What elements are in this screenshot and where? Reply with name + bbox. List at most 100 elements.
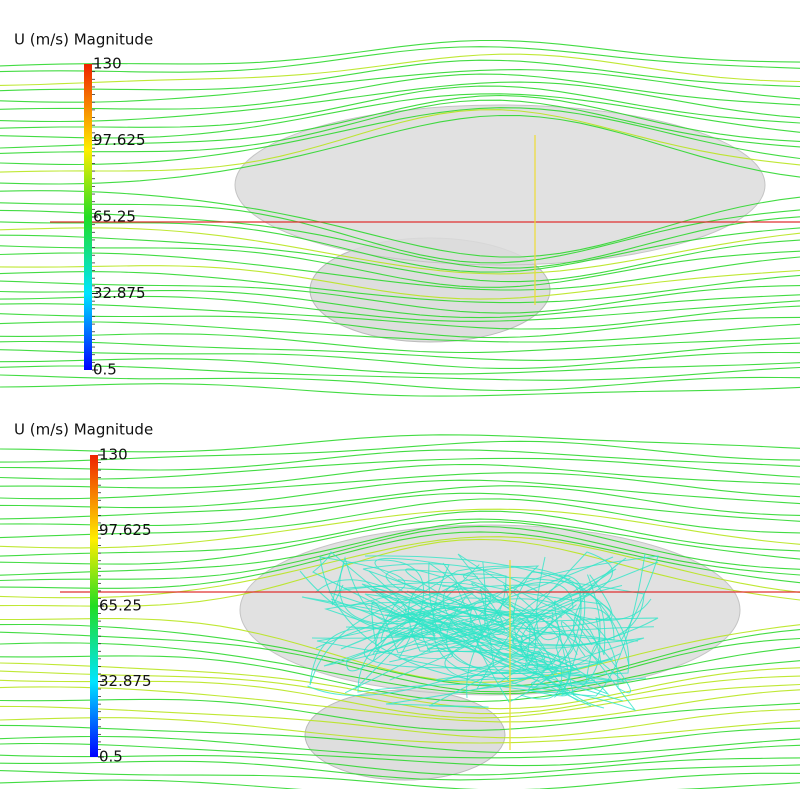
streamline <box>0 99 800 154</box>
streamline <box>0 340 800 361</box>
recirculation-line <box>374 562 578 675</box>
streamline <box>0 510 800 557</box>
streamline <box>0 53 800 86</box>
streamline <box>0 463 800 489</box>
streamline <box>0 303 800 330</box>
streamline <box>0 531 800 589</box>
streamline <box>0 754 800 776</box>
streamline <box>0 271 800 304</box>
streamline <box>0 209 800 269</box>
recirculation-line <box>346 564 632 694</box>
streamline <box>0 479 800 509</box>
streamline <box>0 449 800 471</box>
streamline <box>0 280 800 314</box>
recirculation-line <box>312 551 575 663</box>
recirculation-line <box>430 551 613 672</box>
recirculation-line <box>340 591 654 664</box>
streamline <box>0 538 800 607</box>
streamline <box>0 779 800 789</box>
streamline <box>0 705 800 739</box>
streamline <box>0 94 800 149</box>
streamline <box>0 290 800 319</box>
legend-title: U (m/s) Magnitude <box>14 31 153 49</box>
recirculation-line <box>364 593 559 676</box>
streamline <box>0 321 800 343</box>
streamline <box>0 472 800 500</box>
recirculation-line <box>385 652 549 708</box>
recirculation-line <box>319 556 554 680</box>
streamline <box>0 365 800 381</box>
recirculation-line <box>331 559 621 674</box>
recirculation-line <box>375 568 473 653</box>
legends: U (m/s) Magnitude 130 97.625 65.25 32.875 0.5… <box>14 31 153 766</box>
body <box>234 104 766 266</box>
streamline <box>0 655 800 703</box>
streamline <box>0 234 800 283</box>
recirculation-line <box>327 576 645 694</box>
streamline <box>0 295 800 322</box>
streamline <box>0 252 800 291</box>
streamline <box>0 109 800 173</box>
tick-label: 97.625 <box>99 521 152 539</box>
streamline <box>0 760 800 781</box>
tick-label: 130 <box>93 55 122 73</box>
recirculation-line <box>374 557 647 686</box>
streamline <box>0 434 800 453</box>
tick-label: 0.5 <box>93 361 117 379</box>
streamline <box>0 518 800 565</box>
streamline <box>0 770 800 789</box>
streamline <box>0 536 800 599</box>
streamline <box>0 59 800 92</box>
streamline <box>0 374 800 392</box>
tick-label: 0.5 <box>99 748 123 766</box>
streamline <box>0 69 800 103</box>
streamline <box>0 333 800 354</box>
streamline <box>0 114 800 185</box>
recirculation-line <box>461 622 605 709</box>
streamline <box>0 85 800 129</box>
recirculation-line <box>339 556 614 625</box>
streamline <box>0 457 800 480</box>
streamline <box>0 221 800 273</box>
recirculation-line <box>309 584 556 686</box>
streamline <box>0 93 800 139</box>
tick-label: 32.875 <box>93 284 146 302</box>
streamline <box>0 642 800 695</box>
streamline <box>0 227 800 275</box>
color-bar <box>84 64 92 370</box>
streamline <box>0 679 800 719</box>
tick-label: 65.25 <box>99 597 142 615</box>
streamline <box>0 498 800 539</box>
streamline <box>0 717 800 744</box>
streamline <box>0 742 800 767</box>
streamline <box>0 508 800 549</box>
recirculation-line <box>357 614 637 712</box>
streamline <box>0 686 800 723</box>
streamline <box>0 383 800 397</box>
streamline <box>0 202 800 264</box>
recirculation-line <box>345 565 612 698</box>
streamline <box>0 245 800 288</box>
streamline <box>0 698 800 731</box>
streamline <box>0 440 800 463</box>
streamline <box>0 735 800 759</box>
legend-title: U (m/s) Magnitude <box>14 421 153 439</box>
streamline <box>0 39 800 67</box>
tick-label: 130 <box>99 446 128 464</box>
recirculation-line <box>390 561 630 666</box>
streamline <box>0 46 800 73</box>
streamline <box>0 521 800 576</box>
streamline <box>0 662 800 710</box>
streamline <box>0 190 800 258</box>
streamline <box>0 73 800 110</box>
tick-label: 65.25 <box>93 208 136 226</box>
streamline <box>0 349 800 369</box>
streamline <box>0 492 800 527</box>
streamline <box>0 623 800 687</box>
recirculation-line <box>301 585 623 671</box>
streamline <box>0 525 800 582</box>
streamline <box>0 618 800 683</box>
tick-label: 32.875 <box>99 672 152 690</box>
tick-label: 97.625 <box>93 131 146 149</box>
